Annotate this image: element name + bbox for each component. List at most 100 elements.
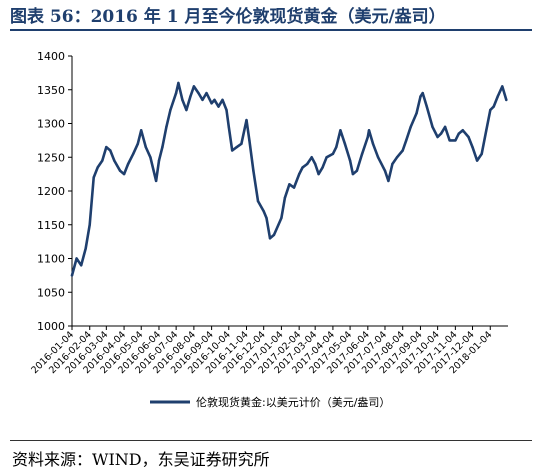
data-point xyxy=(126,162,130,166)
data-point xyxy=(169,108,172,112)
data-point xyxy=(118,169,122,172)
data-point xyxy=(122,172,126,176)
data-point xyxy=(335,145,338,149)
data-point xyxy=(448,139,451,142)
y-tick-label: 1400 xyxy=(37,50,65,63)
data-point xyxy=(248,139,251,142)
y-tick-label: 1300 xyxy=(37,118,65,131)
data-point xyxy=(136,142,139,145)
data-point xyxy=(101,159,104,162)
data-point xyxy=(92,176,95,179)
data-point xyxy=(185,108,188,112)
data-point xyxy=(221,98,224,102)
data-point xyxy=(496,95,499,98)
data-point xyxy=(227,125,230,129)
data-point xyxy=(405,139,408,142)
data-point xyxy=(431,125,434,129)
data-point xyxy=(84,247,87,250)
data-point xyxy=(501,85,504,88)
data-point xyxy=(419,95,422,98)
data-point xyxy=(391,162,394,166)
data-point xyxy=(105,145,108,149)
data-point xyxy=(283,196,287,199)
data-point xyxy=(415,112,418,115)
data-point xyxy=(505,98,508,102)
data-point xyxy=(425,105,428,108)
data-point xyxy=(360,152,364,156)
data-point xyxy=(306,162,309,166)
data-point xyxy=(480,152,483,156)
y-tick-label: 1350 xyxy=(37,84,65,97)
data-point xyxy=(235,145,238,149)
data-point xyxy=(149,156,152,159)
data-point xyxy=(371,142,375,145)
data-point xyxy=(492,105,495,108)
bottom-rule xyxy=(10,440,532,441)
title-rule xyxy=(10,29,532,31)
data-point xyxy=(439,132,443,135)
series-layer xyxy=(70,81,508,277)
data-point xyxy=(321,166,324,169)
y-tick-label: 1000 xyxy=(37,320,65,333)
data-point xyxy=(355,169,359,172)
data-point xyxy=(366,135,369,139)
data-point xyxy=(339,129,342,132)
data-point xyxy=(401,149,404,152)
data-point xyxy=(475,159,479,162)
data-point xyxy=(457,132,460,135)
y-tick-label: 1200 xyxy=(37,185,65,198)
data-point xyxy=(165,125,168,129)
x-axis: 2016-01-042016-02-042016-03-042016-04-04… xyxy=(29,325,508,376)
data-point xyxy=(376,156,380,159)
data-point xyxy=(201,98,204,102)
data-point xyxy=(252,169,255,172)
data-point xyxy=(467,135,470,139)
y-axis: 1000 1050 1100 1150 1200 1250 1300 1350 1400 xyxy=(37,50,73,333)
y-tick-label: 1100 xyxy=(37,253,65,266)
data-point xyxy=(292,186,296,189)
data-point xyxy=(96,166,99,169)
data-point xyxy=(256,199,260,203)
data-point xyxy=(80,264,83,267)
data-point xyxy=(348,159,352,162)
data-point xyxy=(280,216,283,220)
data-point xyxy=(265,216,268,220)
data-point xyxy=(197,91,200,95)
data-point xyxy=(471,145,474,149)
data-point xyxy=(436,135,439,139)
data-point xyxy=(231,149,234,152)
line-chart: 1000 1050 1100 1150 1200 1250 1300 1350 1400 201… xyxy=(29,50,508,409)
y-tick-label: 1050 xyxy=(37,286,65,299)
data-point xyxy=(298,172,301,176)
data-point xyxy=(213,98,216,102)
data-point xyxy=(132,152,135,156)
data-point xyxy=(75,257,78,260)
data-point xyxy=(109,149,112,152)
data-point xyxy=(421,91,424,95)
data-point xyxy=(144,145,147,149)
data-point xyxy=(177,81,180,85)
data-point xyxy=(217,105,220,108)
data-point xyxy=(367,129,371,132)
data-point xyxy=(189,95,192,98)
data-point xyxy=(485,129,488,132)
y-tick-label: 1250 xyxy=(37,151,65,164)
legend: 伦敦现货黄金:以美元计价（美元/盎司） xyxy=(150,395,390,409)
data-point xyxy=(140,129,143,132)
data-point xyxy=(174,91,178,95)
data-point xyxy=(351,172,355,176)
data-point xyxy=(314,162,317,166)
data-point xyxy=(310,156,313,159)
data-point xyxy=(262,210,265,213)
data-point xyxy=(157,159,161,162)
legend-label: 伦敦现货黄金:以美元计价（美元/盎司） xyxy=(196,395,390,409)
data-point xyxy=(205,91,208,95)
data-point xyxy=(325,156,328,159)
data-point xyxy=(161,145,164,149)
data-point xyxy=(154,179,158,183)
data-point xyxy=(245,118,248,122)
data-point xyxy=(443,125,447,129)
data-point xyxy=(409,125,412,129)
data-point xyxy=(210,102,213,105)
data-point xyxy=(240,142,243,145)
